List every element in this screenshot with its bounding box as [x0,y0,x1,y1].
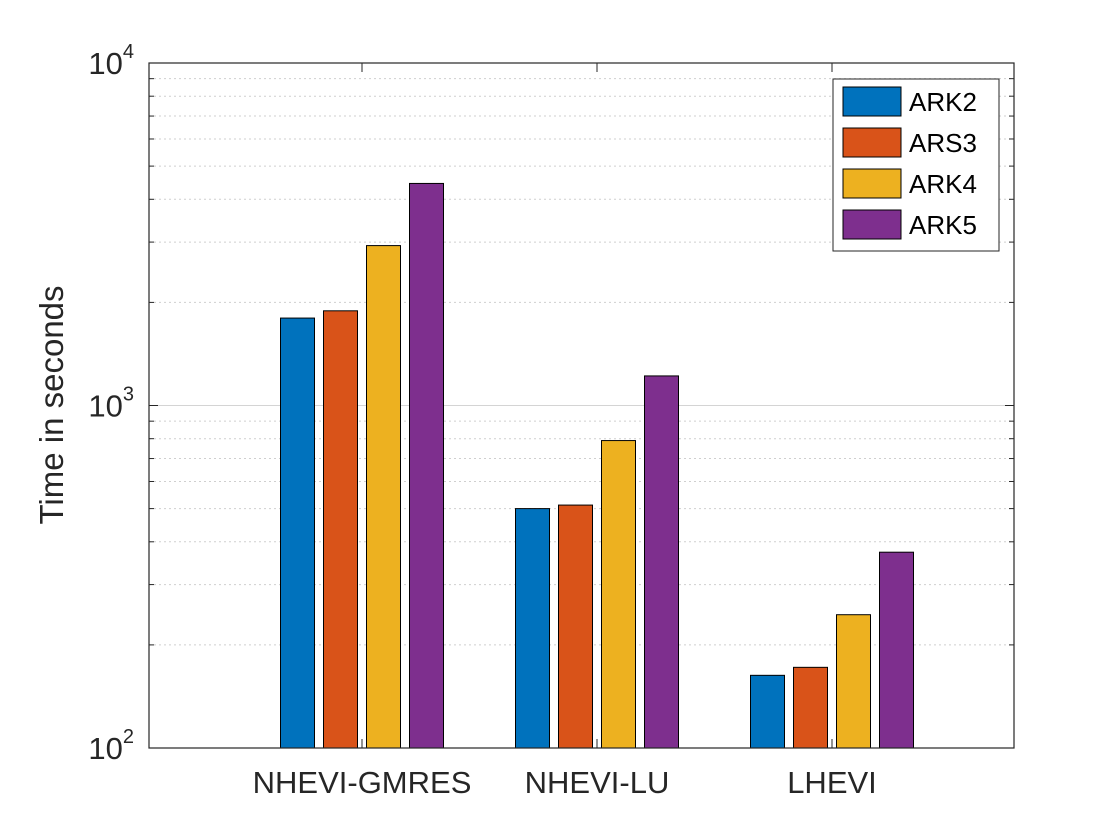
y-axis-label: Time in seconds [33,285,70,524]
bar-ark2-lhevi [750,674,785,749]
bar-ark5-lhevi [879,551,914,749]
x-tick-label: LHEVI [787,765,877,800]
legend-label-ark5: ARK5 [909,210,977,240]
bar-ars3-lhevi [793,666,828,749]
legend: ARK2 ARS3 ARK4 ARK5 [832,78,1000,252]
bar-ark4-lhevi [836,614,871,749]
bar-ark2-nhevi-lu [515,508,550,749]
legend-swatch-ark5 [842,209,902,240]
bar-ars3-nhevi-lu [558,504,593,749]
legend-swatch-ark2 [842,86,902,117]
bar-ark4-nhevi-gmres [366,245,401,749]
y-tick-label: 103 [88,384,134,424]
bar-ark5-nhevi-lu [644,375,679,749]
legend-swatch-ars3 [842,127,902,158]
axis-ticks [149,62,1014,749]
legend-label-ark2: ARK2 [909,87,977,117]
y-tick-label: 102 [88,726,134,766]
legend-label-ars3: ARS3 [909,128,977,158]
bar-ark4-nhevi-lu [601,440,636,749]
bar-ars3-nhevi-gmres [323,310,358,749]
bars [280,182,914,749]
x-tick-label: NHEVI-LU [525,765,670,800]
legend-swatch-ark4 [842,168,902,199]
y-tick-label: 104 [88,41,134,81]
y-tick-labels: 102 103 104 [88,41,134,766]
x-tick-labels: NHEVI-GMRES NHEVI-LU LHEVI [253,765,877,800]
bar-ark2-nhevi-gmres [280,317,315,749]
bar-ark5-nhevi-gmres [409,182,444,749]
x-tick-label: NHEVI-GMRES [253,765,472,800]
legend-label-ark4: ARK4 [909,169,977,199]
